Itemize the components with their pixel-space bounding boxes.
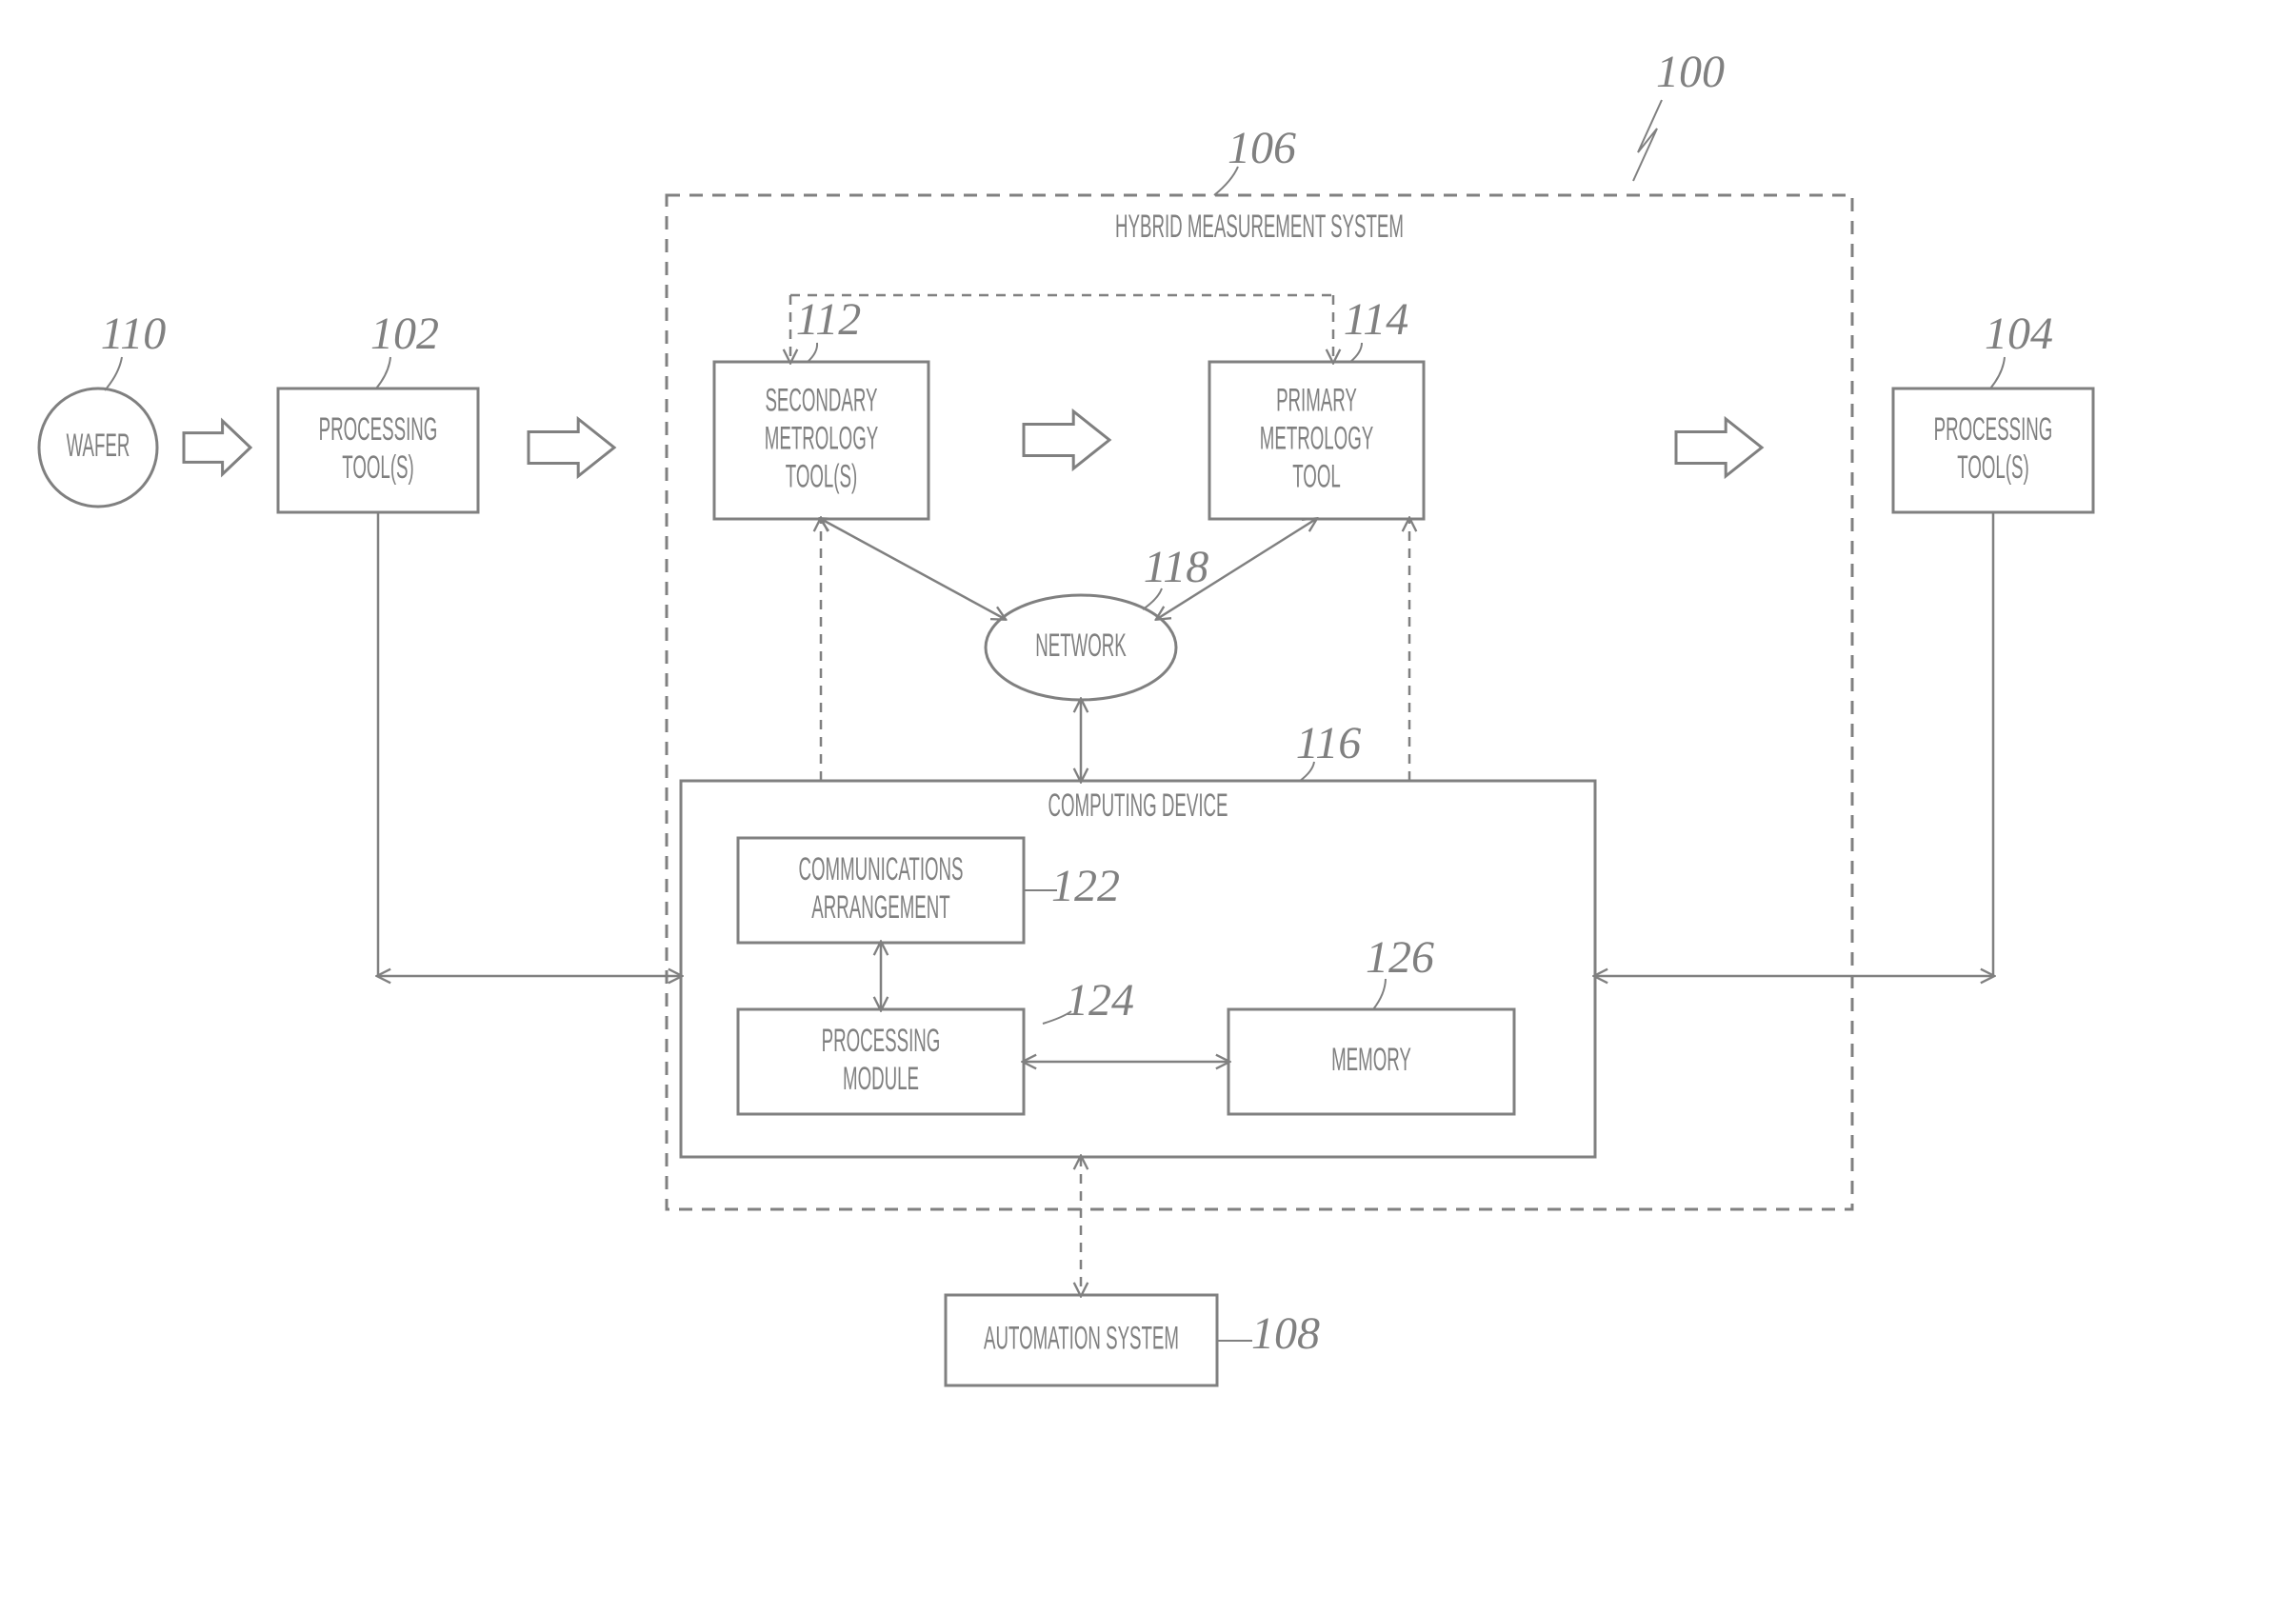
computing_device-title: COMPUTING DEVICE <box>1048 787 1228 823</box>
processing_tools_right-label-line-0: PROCESSING <box>1934 410 2053 447</box>
ref-102: 102 <box>370 309 439 359</box>
ref-lead-114 <box>1350 343 1362 362</box>
wafer-label: WAFER <box>67 427 130 463</box>
primary_metrology-label-line-2: TOOL <box>1292 458 1341 494</box>
ref-100: 100 <box>1656 47 1725 97</box>
memory-label-line-0: MEMORY <box>1331 1041 1411 1077</box>
ref-126: 126 <box>1366 932 1434 983</box>
ref-108: 108 <box>1251 1308 1320 1359</box>
communications-label-line-0: COMMUNICATIONS <box>798 850 963 887</box>
ref-118: 118 <box>1144 542 1208 592</box>
processing_module-label-line-0: PROCESSING <box>822 1022 941 1058</box>
ref-lead-126 <box>1373 979 1386 1009</box>
diagram-canvas: HYBRID MEASUREMENT SYSTEMPROCESSINGTOOL(… <box>0 0 2296 1614</box>
primary_metrology-label-line-0: PRIMARY <box>1276 382 1357 418</box>
flow-arrow <box>529 419 614 476</box>
secondary_metrology-label-line-2: TOOL(S) <box>786 458 857 494</box>
ref-122: 122 <box>1051 861 1120 911</box>
ref-124: 124 <box>1066 975 1134 1026</box>
processing_tools_right-label-line-1: TOOL(S) <box>1957 448 2028 485</box>
ref-lead-102 <box>376 357 390 389</box>
flow-arrow <box>1676 419 1762 476</box>
ref-106: 106 <box>1228 123 1296 173</box>
automation_system-label-line-0: AUTOMATION SYSTEM <box>984 1320 1179 1356</box>
flow-arrow <box>184 421 250 474</box>
ref-lead-100 <box>1633 100 1662 181</box>
ref-110: 110 <box>101 309 166 359</box>
processing_module-label-line-1: MODULE <box>843 1060 919 1096</box>
ref-lead-112 <box>808 343 817 362</box>
secondary_metrology-label-line-0: SECONDARY <box>765 382 877 418</box>
secondary_metrology-label-line-1: METROLOGY <box>765 420 878 456</box>
processing_tools_left-label-line-0: PROCESSING <box>319 410 438 447</box>
primary_metrology-label-line-1: METROLOGY <box>1260 420 1373 456</box>
hybrid-title: HYBRID MEASUREMENT SYSTEM <box>1115 208 1404 244</box>
network-label: NETWORK <box>1035 627 1127 663</box>
ref-116: 116 <box>1296 718 1361 768</box>
ref-lead-104 <box>1990 357 2005 389</box>
flow-arrow <box>1024 411 1109 468</box>
ref-114: 114 <box>1344 294 1408 345</box>
ref-lead-110 <box>105 357 122 390</box>
edge-secondary_bottom <box>821 519 1005 619</box>
communications-label-line-1: ARRANGEMENT <box>811 888 950 925</box>
ref-104: 104 <box>1985 309 2053 359</box>
ref-112: 112 <box>796 294 861 345</box>
processing_tools_left-label-line-1: TOOL(S) <box>342 448 413 485</box>
